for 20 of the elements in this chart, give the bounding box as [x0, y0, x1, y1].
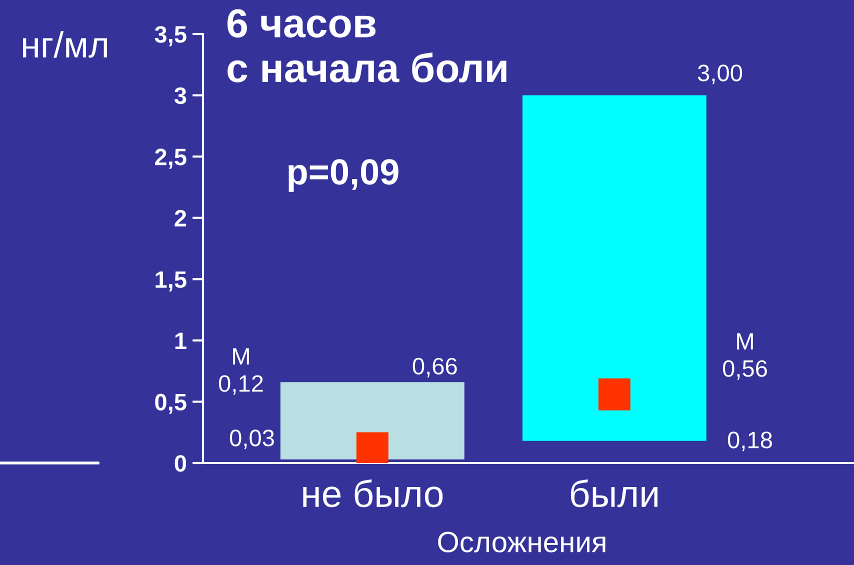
x-axis-title: Осложнения — [438, 532, 606, 552]
y-axis-title: нг/мл — [22, 31, 108, 58]
y-tick-label: 1,5 — [156, 271, 186, 292]
annotation: 3,00 — [698, 64, 742, 84]
y-tick-label: 0 — [174, 455, 186, 472]
y-tick-label: 1 — [175, 332, 186, 349]
y-tick-label: 3 — [174, 87, 186, 104]
y-tick-label: 2 — [174, 210, 186, 226]
annotation: М 0,56 — [722, 333, 767, 380]
x-tick-label: не было — [303, 479, 443, 508]
annotation: М 0,12 — [218, 348, 263, 395]
annotation: 0,18 — [728, 432, 772, 452]
y-tick-label: 0,5 — [155, 394, 186, 414]
chart-title: 6 часов с начала боли — [227, 9, 506, 82]
annotation: 0,03 — [230, 430, 274, 450]
y-tick-label: 3,5 — [154, 26, 186, 46]
x-tick-label: были — [570, 479, 658, 508]
annotation: p=0,09 — [288, 159, 398, 192]
y-tick-label: 2,5 — [155, 148, 186, 169]
annotation: 0,66 — [412, 358, 457, 378]
